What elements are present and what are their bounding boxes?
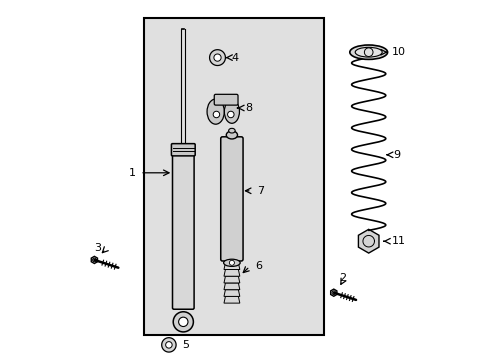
Ellipse shape	[226, 131, 237, 139]
FancyBboxPatch shape	[171, 144, 195, 156]
Polygon shape	[224, 270, 239, 276]
Text: 5: 5	[182, 340, 189, 350]
Polygon shape	[91, 256, 97, 264]
Text: 8: 8	[245, 103, 252, 113]
Polygon shape	[162, 338, 176, 352]
Circle shape	[173, 312, 193, 332]
Polygon shape	[224, 263, 239, 270]
Polygon shape	[224, 283, 239, 290]
Text: 6: 6	[255, 261, 262, 271]
Ellipse shape	[228, 129, 235, 133]
Text: 11: 11	[391, 236, 405, 246]
Polygon shape	[330, 289, 336, 296]
Ellipse shape	[354, 48, 382, 57]
Text: 9: 9	[392, 150, 400, 160]
Text: 7: 7	[257, 186, 264, 196]
FancyBboxPatch shape	[214, 94, 238, 105]
Ellipse shape	[223, 259, 240, 266]
Ellipse shape	[349, 45, 387, 59]
Circle shape	[178, 317, 187, 327]
Polygon shape	[165, 342, 172, 348]
Polygon shape	[213, 54, 221, 61]
Circle shape	[364, 48, 372, 57]
Ellipse shape	[224, 100, 239, 123]
Polygon shape	[224, 296, 239, 303]
Ellipse shape	[206, 99, 224, 124]
FancyBboxPatch shape	[172, 144, 194, 309]
Text: 2: 2	[338, 273, 345, 283]
Text: 1: 1	[128, 168, 135, 178]
Polygon shape	[224, 290, 239, 296]
Circle shape	[213, 111, 219, 118]
Polygon shape	[209, 50, 225, 66]
Polygon shape	[224, 276, 239, 283]
Polygon shape	[358, 229, 378, 253]
FancyBboxPatch shape	[220, 137, 243, 261]
Text: 3: 3	[94, 243, 101, 253]
Circle shape	[227, 111, 234, 118]
Circle shape	[229, 260, 234, 265]
Text: 4: 4	[231, 53, 239, 63]
Bar	[143, 18, 323, 335]
Text: 10: 10	[391, 47, 405, 57]
